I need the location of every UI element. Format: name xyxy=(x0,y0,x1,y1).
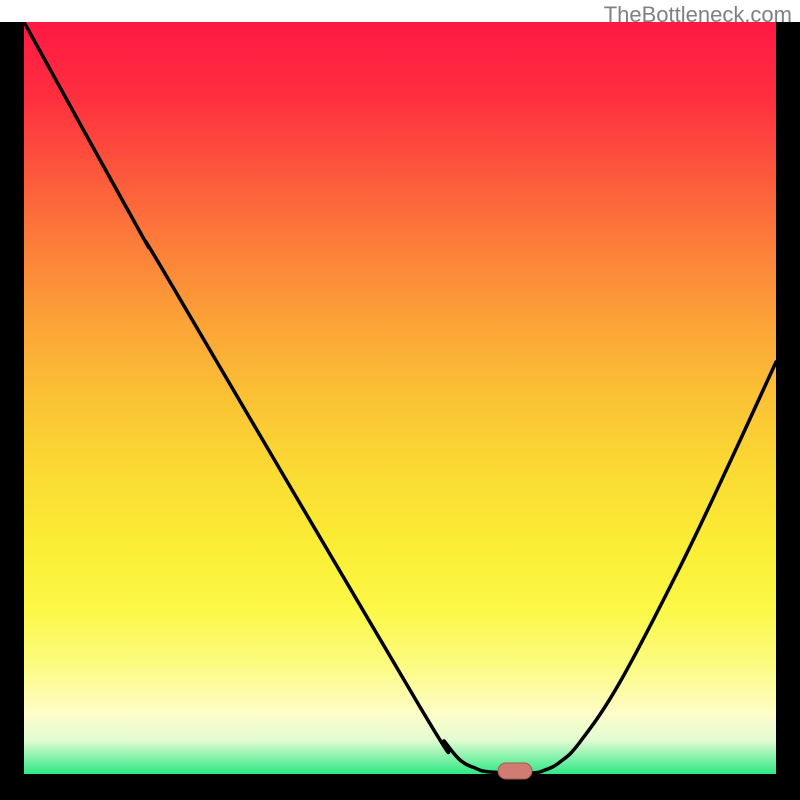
plot-frame xyxy=(0,22,800,800)
plot-background xyxy=(24,22,776,774)
watermark-label: TheBottleneck.com xyxy=(604,2,792,28)
chart-container: TheBottleneck.com xyxy=(0,0,800,800)
optimal-point-marker xyxy=(498,763,532,779)
chart-svg xyxy=(0,22,800,800)
